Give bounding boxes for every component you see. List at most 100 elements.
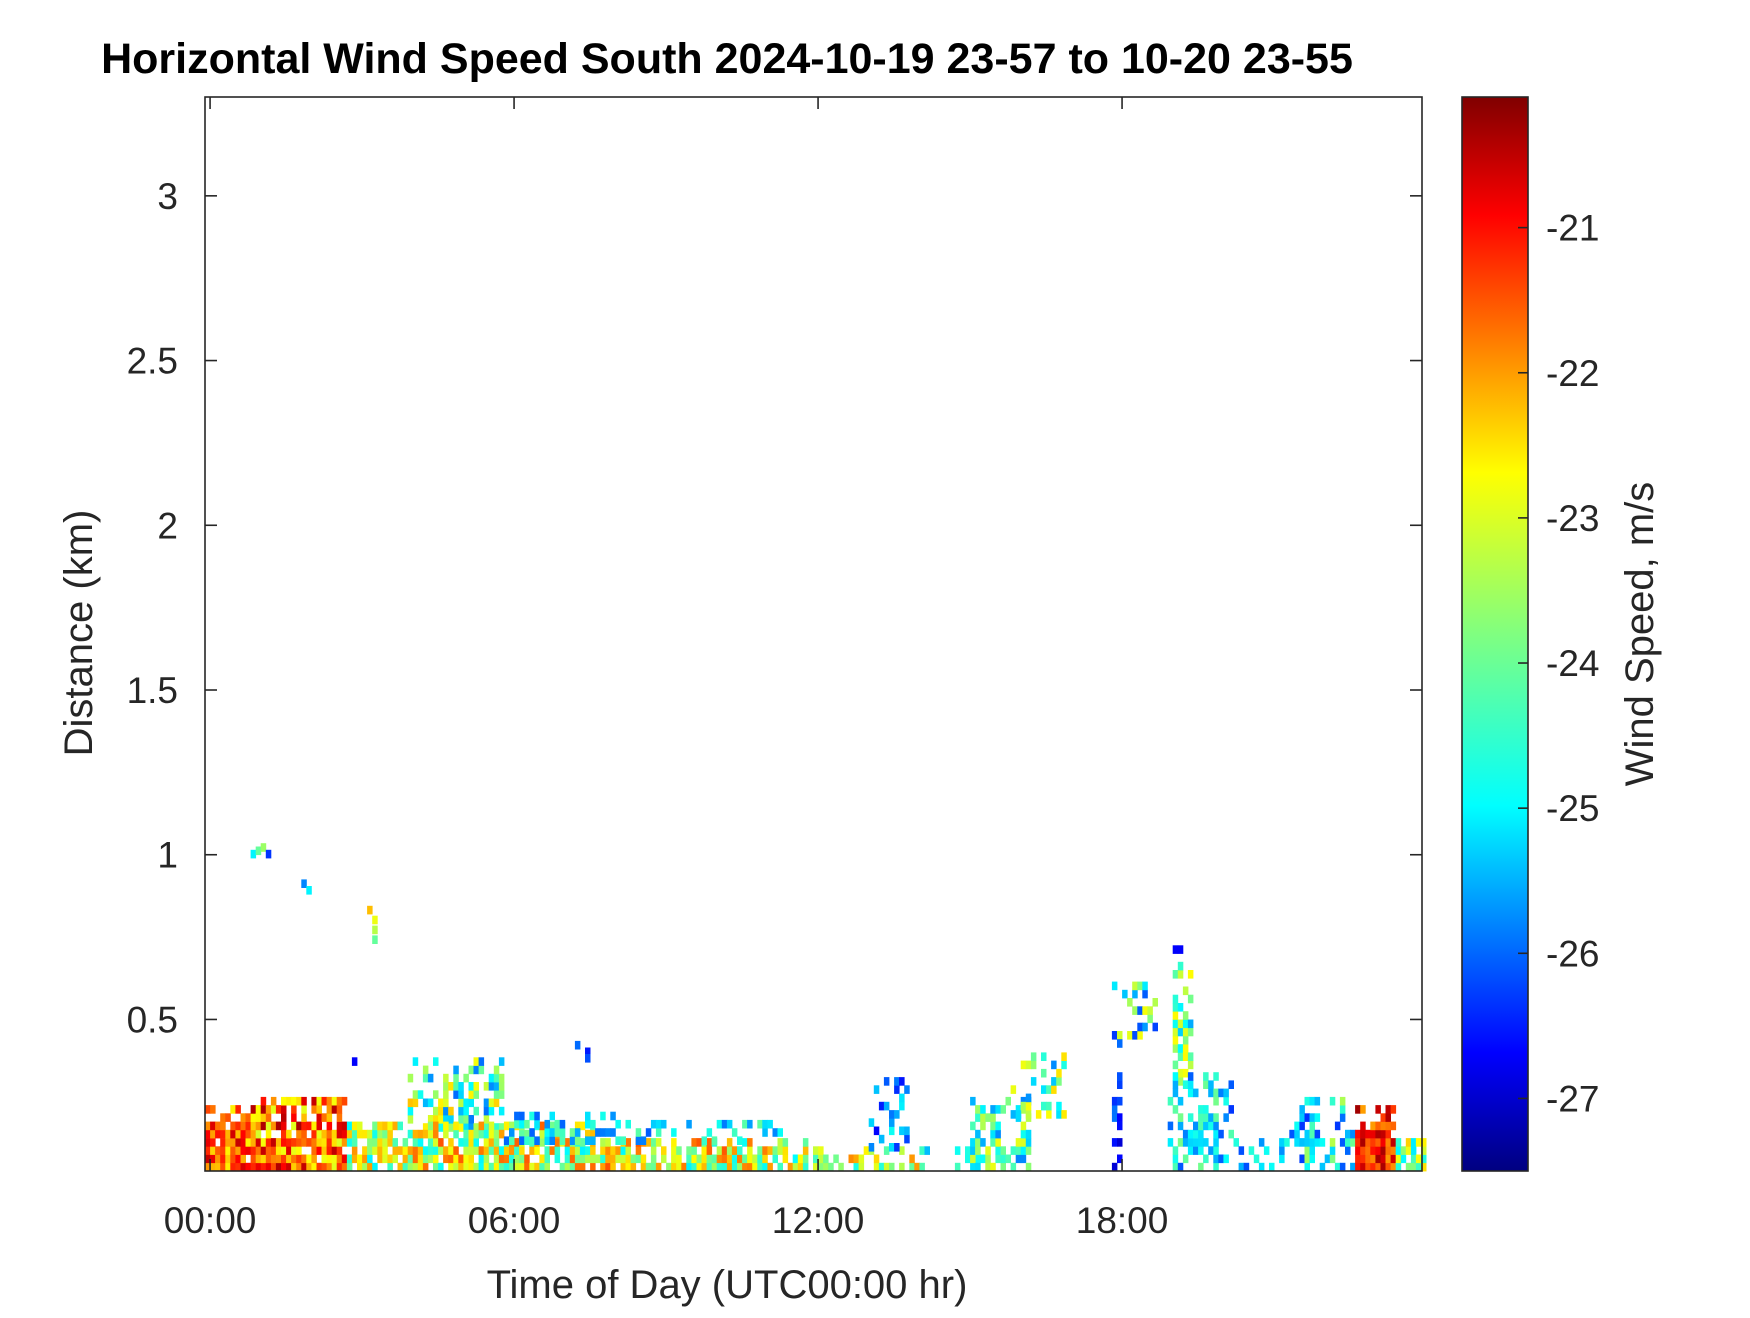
heatmap-cell: [1177, 1077, 1184, 1086]
heatmap-cell: [1400, 1146, 1407, 1155]
heatmap-cell: [1172, 1060, 1179, 1070]
heatmap-cell: [904, 1134, 910, 1144]
heatmap-cell: [1198, 1113, 1204, 1122]
heatmap-cell: [635, 1128, 642, 1137]
heatmap-cell: [281, 1146, 287, 1155]
heatmap-cell: [564, 1146, 571, 1155]
heatmap-cell: [813, 1162, 819, 1172]
heatmap-cell: [514, 1138, 520, 1147]
heatmap-cell: [341, 1096, 348, 1106]
heatmap-cell: [873, 1162, 880, 1172]
heatmap-cell: [296, 1121, 302, 1131]
heatmap-cell: [1329, 1138, 1336, 1147]
colorbar-tick-label: -25: [1546, 788, 1599, 829]
heatmap-cell: [757, 1162, 763, 1172]
heatmap-cell: [458, 1082, 464, 1091]
heatmap-cell: [468, 1090, 474, 1099]
heatmap-cell: [990, 1113, 996, 1122]
heatmap-cell: [458, 1154, 464, 1164]
heatmap-cell: [1172, 1088, 1179, 1098]
heatmap-cell: [585, 1111, 591, 1121]
heatmap-cell: [610, 1146, 616, 1155]
heatmap-cell: [777, 1162, 783, 1172]
heatmap-cell: [260, 1162, 267, 1172]
heatmap-cell: [473, 1138, 479, 1147]
heatmap-cell: [1213, 1162, 1219, 1172]
heatmap-cell: [1177, 1162, 1184, 1172]
heatmap-cell: [980, 1113, 986, 1122]
heatmap-cell: [554, 1119, 561, 1129]
heatmap-cell: [301, 1138, 307, 1147]
heatmap-cell: [1355, 1154, 1361, 1164]
heatmap-cell: [286, 1096, 292, 1106]
heatmap-cell: [220, 1129, 226, 1139]
heatmap-cell: [336, 1162, 343, 1172]
heatmap-cell: [336, 1105, 343, 1114]
heatmap-cell: [270, 1096, 277, 1106]
heatmap-cell: [286, 1138, 292, 1147]
heatmap-cell: [1350, 1129, 1356, 1139]
heatmap-cell: [995, 1154, 1001, 1164]
heatmap-cell: [1375, 1146, 1381, 1155]
heatmap-cell: [828, 1162, 834, 1172]
heatmap-cell: [255, 1121, 262, 1131]
heatmap-cell: [1375, 1121, 1381, 1131]
heatmap-cell: [235, 1154, 241, 1164]
heatmap-cell: [711, 1162, 718, 1172]
heatmap-cell: [1421, 1146, 1427, 1155]
heatmap-cell: [433, 1121, 439, 1131]
heatmap-cell: [549, 1128, 555, 1137]
heatmap-cell: [610, 1128, 616, 1137]
heatmap-cell: [1056, 1101, 1062, 1111]
heatmap-cell: [1187, 1072, 1194, 1081]
heatmap-cell: [544, 1119, 550, 1129]
heatmap-cell: [802, 1146, 809, 1155]
heatmap-cell: [357, 1162, 363, 1172]
heatmap-cell: [1020, 1121, 1027, 1131]
heatmap-cell: [291, 1105, 297, 1114]
heatmap-cell: [281, 1162, 287, 1172]
heatmap-cell: [878, 1162, 885, 1172]
heatmap-cell: [473, 1146, 479, 1155]
heatmap-cell: [498, 1123, 505, 1132]
heatmap-cell: [620, 1162, 626, 1172]
heatmap-cell: [1284, 1138, 1290, 1147]
heatmap-cell: [1000, 1146, 1006, 1155]
heatmap-cell: [605, 1138, 611, 1147]
heatmap-cell: [503, 1121, 510, 1131]
heatmap-cell: [1213, 1096, 1219, 1106]
heatmap-cell: [326, 1129, 333, 1139]
heatmap-cell: [792, 1162, 799, 1172]
heatmap-cell: [1390, 1154, 1397, 1164]
heatmap-cell: [422, 1162, 429, 1172]
heatmap-cell: [731, 1128, 738, 1137]
heatmap-cell: [706, 1162, 713, 1172]
heatmap-cell: [868, 1118, 875, 1127]
heatmap-cell: [235, 1146, 241, 1155]
heatmap-cell: [341, 1162, 348, 1172]
heatmap-cell: [1213, 1154, 1219, 1164]
heatmap-cell: [716, 1162, 723, 1172]
heatmap-cell: [1177, 1044, 1184, 1053]
heatmap-cell: [498, 1082, 505, 1091]
heatmap-cell: [529, 1162, 535, 1172]
heatmap-cell: [1380, 1146, 1386, 1155]
heatmap-cell: [1187, 994, 1194, 1004]
heatmap-cell: [281, 1129, 287, 1139]
heatmap-cell: [737, 1136, 743, 1145]
heatmap-cell: [225, 1162, 231, 1172]
heatmap-cell: [1355, 1138, 1361, 1147]
heatmap-cell: [615, 1119, 621, 1129]
heatmap-cell: [468, 1098, 474, 1108]
heatmap-cell: [427, 1121, 434, 1131]
heatmap-cell: [904, 1126, 910, 1136]
heatmap-cell: [696, 1162, 702, 1172]
heatmap-cell: [1375, 1154, 1381, 1164]
heatmap-cell: [215, 1154, 221, 1164]
heatmap-cell: [970, 1121, 976, 1131]
heatmap-cell: [590, 1162, 596, 1172]
heatmap-cell: [585, 1047, 591, 1057]
heatmap-cell: [321, 1113, 327, 1122]
heatmap-cell: [737, 1162, 743, 1172]
heatmap-cell: [1304, 1162, 1310, 1172]
